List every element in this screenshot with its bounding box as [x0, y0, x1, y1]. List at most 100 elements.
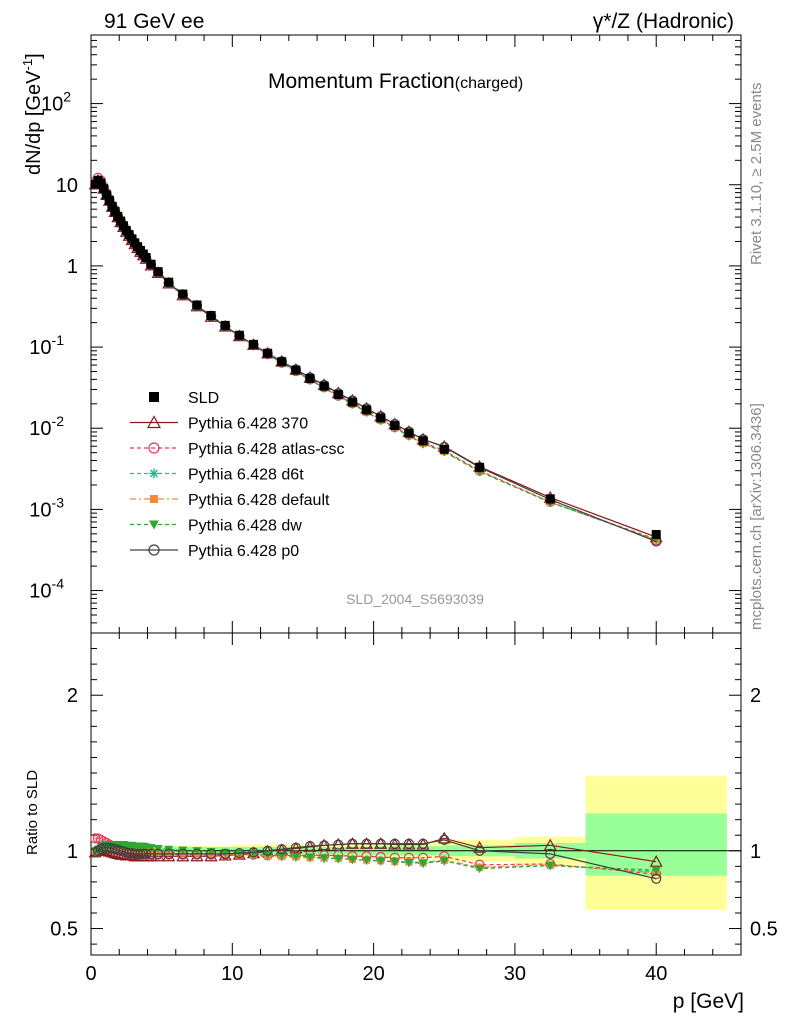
main-line-series-1 — [94, 176, 657, 541]
main-line-series-5 — [94, 179, 657, 543]
ratio-point-series-5 — [206, 848, 217, 859]
ratio-point-series-5 — [389, 838, 400, 849]
ratio-point-series-5 — [220, 848, 231, 859]
side-label-bottom: mcplots.cern.ch [arXiv:1306.3436] — [748, 403, 765, 630]
ratio-band-inner-4 — [585, 813, 727, 876]
y-tick-label-ratio-right: 0.5 — [750, 919, 778, 941]
data-point — [141, 252, 151, 262]
ratio-point-series-4 — [404, 858, 414, 867]
ratio-point-series-4 — [418, 859, 428, 868]
plot-title-main: Momentum Fraction — [268, 70, 455, 93]
ratio-point-series-5 — [141, 848, 152, 859]
data-point — [277, 357, 287, 367]
data-point — [249, 339, 258, 349]
ratio-point-series-5 — [375, 838, 386, 849]
main-line-series-4 — [94, 179, 657, 540]
ratio-point-series-5 — [439, 834, 450, 845]
ratio-point-series-5 — [417, 838, 429, 849]
ratio-point-series-5 — [234, 848, 245, 859]
ratio-point-series-5 — [177, 848, 188, 859]
ratio-point-series-5 — [290, 842, 301, 853]
legend-label-data: SLD — [188, 390, 219, 407]
ratio-point-series-0 — [649, 854, 663, 867]
legend-label-series-3: Pythia 6.428 default — [188, 492, 330, 509]
side-label-top: Rivet 3.1.10, ≥ 2.5M events — [748, 83, 765, 266]
ratio-point-series-5 — [347, 838, 358, 849]
legend-label-series-0: Pythia 6.428 370 — [188, 416, 308, 433]
y-tick-label-exp: -3 — [52, 494, 65, 510]
ratio-point-series-5 — [145, 848, 157, 859]
ratio-point-series-5 — [153, 848, 164, 859]
data-point — [164, 277, 174, 287]
data-point — [102, 190, 112, 200]
data-point — [153, 267, 163, 277]
legend-label-series-5: Pythia 6.428 p0 — [188, 543, 299, 560]
ratio-point-series-5 — [135, 848, 146, 859]
data-point — [545, 494, 555, 504]
data-point — [651, 530, 661, 540]
data-point — [418, 436, 428, 446]
header-left: 91 GeV ee — [104, 10, 204, 33]
legend-marker-series-0 — [146, 415, 162, 429]
y-tick-label-ratio-right: 1 — [750, 841, 761, 863]
data-point — [119, 221, 128, 231]
x-tick-label: 30 — [504, 963, 526, 985]
ratio-point-series-5 — [304, 841, 316, 852]
y-tick-label-ratio-left: 1 — [67, 841, 78, 863]
y-tick-label-base: 10 — [41, 94, 63, 116]
ratio-point-series-4 — [390, 858, 400, 867]
ratio-point-series-5 — [262, 845, 273, 856]
data-point — [362, 405, 372, 415]
ratio-point-series-4 — [319, 854, 329, 863]
ratio-point-series-5 — [651, 873, 662, 884]
y-tick-label-exp: -1 — [52, 332, 65, 348]
y-tick-label-base: 10 — [56, 175, 78, 197]
data-point — [234, 330, 244, 340]
data-point — [107, 201, 117, 211]
ratio-point-series-4 — [439, 857, 449, 866]
data-point — [113, 212, 123, 222]
data-point — [319, 381, 329, 391]
y-tick-label-exp: 2 — [63, 89, 71, 105]
main-panel-series — [88, 172, 663, 547]
ratio-point-series-5 — [191, 848, 203, 859]
data-point — [263, 348, 273, 358]
y-tick-label-base: 10 — [29, 581, 51, 603]
data-point — [347, 397, 357, 407]
y-axis-label-main-text: dN/dp [GeV — [23, 70, 45, 175]
legend-label-series-2: Pythia 6.428 d6t — [188, 467, 304, 484]
y-axis-label-main: dN/dp [GeV-1] — [20, 53, 45, 175]
data-point — [475, 462, 485, 472]
data-point — [178, 289, 188, 299]
data-point — [96, 178, 106, 188]
data-point — [376, 413, 386, 423]
ratio-point-series-1 — [92, 833, 104, 844]
ratio-point-series-5 — [333, 839, 344, 850]
data-point — [404, 428, 414, 438]
ratio-point-series-5 — [361, 838, 372, 849]
y-axis-label-main-sup: -1 — [20, 59, 35, 71]
y-tick-label-base: 10 — [29, 337, 51, 359]
ratio-point-series-4 — [333, 855, 343, 864]
analysis-id: SLD_2004_S5693039 — [346, 591, 484, 607]
ratio-point-series-5 — [248, 847, 259, 858]
ratio-frame — [90, 632, 742, 956]
ratio-point-series-5 — [403, 838, 415, 849]
ratio-point-series-4 — [220, 848, 230, 857]
y-tick-label-main: 10-2 — [29, 413, 64, 440]
legend-label-series-4: Pythia 6.428 dw — [188, 518, 302, 535]
ratio-point-series-5 — [319, 840, 330, 851]
y-tick-label-main: 10-3 — [29, 494, 64, 521]
legend-label-series-1: Pythia 6.428 atlas-csc — [188, 441, 345, 458]
y-tick-label-exp: -2 — [52, 413, 65, 429]
ratio-point-series-4 — [277, 851, 287, 860]
data-point — [116, 216, 126, 226]
data-point — [333, 390, 343, 400]
y-tick-label-main: 10-4 — [29, 576, 64, 603]
ratio-point-series-4 — [291, 852, 301, 861]
legend-marker-series-3 — [150, 495, 158, 503]
data-point — [146, 259, 156, 269]
ratio-line-series-5 — [94, 839, 657, 880]
legend: SLD Pythia 6.428 370 Pythia 6.428 atlas-cs… — [130, 390, 345, 560]
